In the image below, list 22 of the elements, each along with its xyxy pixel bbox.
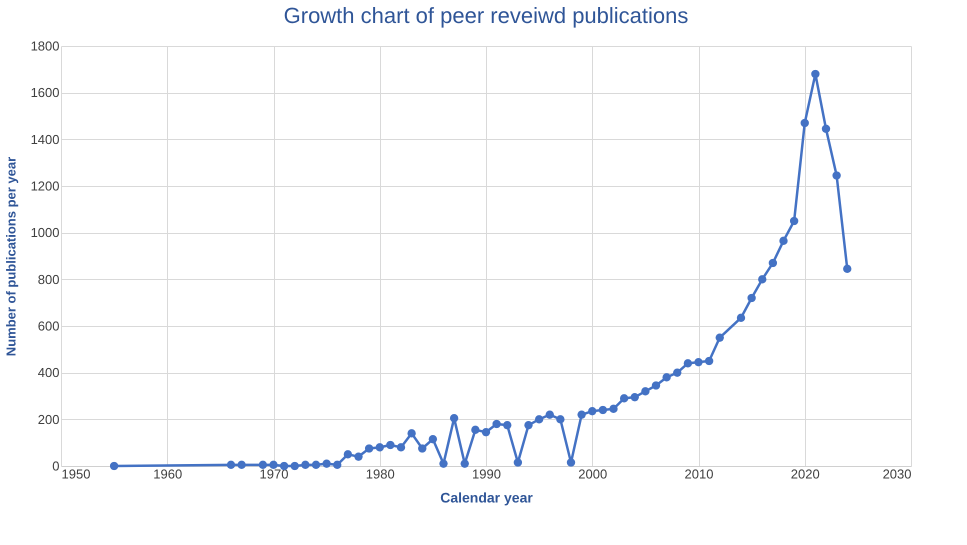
y-tick-label: 1800 — [30, 38, 60, 54]
x-tick-label: 2010 — [684, 466, 714, 482]
x-tick-label: 1980 — [366, 466, 395, 482]
x-tick-label: 1970 — [260, 466, 288, 482]
x-tick-label: 1950 — [62, 466, 90, 482]
y-tick-label: 1200 — [30, 178, 60, 194]
x-tick-label: 1960 — [153, 466, 182, 482]
y-tick-label: 1400 — [30, 132, 60, 147]
y-tick-label: 1600 — [30, 85, 60, 100]
y-tick-label: 0 — [52, 458, 60, 474]
x-tick-label: 1990 — [472, 466, 501, 482]
chart-title: Growth chart of peer reveiwd publications — [284, 3, 688, 28]
y-tick-label: 400 — [38, 365, 60, 380]
x-tick-label: 2030 — [882, 466, 912, 482]
y-tick-label: 600 — [38, 318, 60, 334]
y-tick-label: 800 — [38, 272, 60, 287]
x-tick-label: 2000 — [578, 466, 608, 482]
y-axis-title: Number of publications per year — [4, 156, 19, 356]
x-tick-label: 2020 — [790, 466, 820, 482]
y-tick-label: 200 — [38, 412, 60, 427]
x-axis-title: Calendar year — [440, 490, 534, 506]
y-tick-label: 1000 — [30, 225, 60, 240]
